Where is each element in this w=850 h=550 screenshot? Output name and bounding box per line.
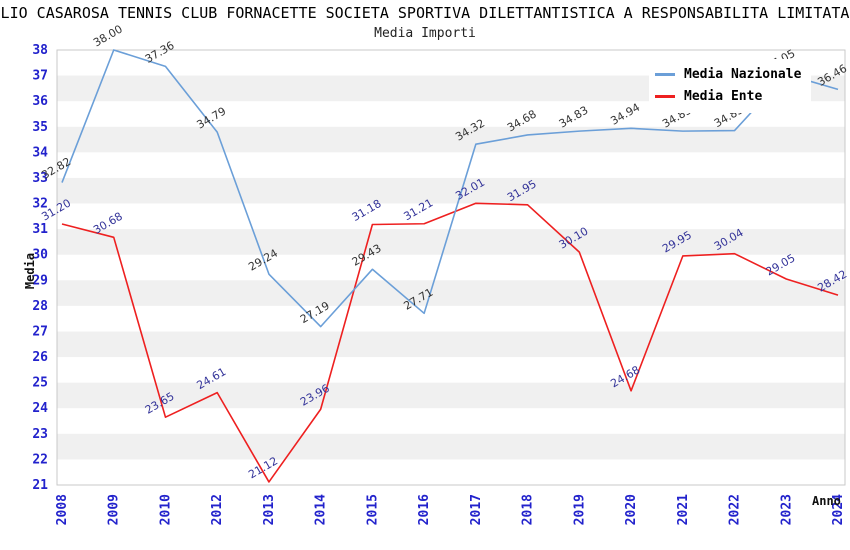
grid-band: [57, 433, 845, 460]
y-tick-label: 38: [32, 43, 48, 58]
chart-title: LIO CASAROSA TENNIS CLUB FORNACETTE SOCI…: [0, 4, 850, 22]
y-tick-label: 25: [32, 376, 48, 391]
y-tick-label: 22: [32, 452, 48, 467]
data-label: 38.00: [91, 22, 125, 49]
x-tick-label: 2020: [624, 494, 639, 525]
y-tick-label: 37: [32, 69, 48, 84]
y-tick-label: 28: [32, 299, 48, 314]
x-tick-label: 2022: [728, 494, 743, 525]
grid-band: [57, 177, 845, 204]
x-tick-label: 2012: [210, 494, 225, 525]
grid-band: [57, 331, 845, 358]
y-tick-label: 21: [32, 478, 48, 493]
y-tick-label: 29: [32, 273, 48, 288]
y-tick-label: 30: [32, 248, 48, 263]
grid-band: [57, 382, 845, 409]
legend-item-nazionale: Media Nazionale: [655, 63, 805, 85]
x-tick-label: 2019: [572, 494, 587, 525]
x-axis-title: Anno: [812, 494, 841, 508]
grid-band: [57, 280, 845, 306]
y-tick-label: 23: [32, 427, 48, 442]
y-tick-label: 24: [32, 401, 48, 416]
x-tick-label: 2015: [365, 494, 380, 525]
series-line-media-ente: [61, 202, 839, 483]
legend-item-ente: Media Ente: [655, 85, 805, 107]
ente-line-swatch-icon: [655, 94, 675, 98]
y-tick-label: 33: [32, 171, 48, 186]
data-label: 34.83: [557, 104, 591, 131]
grid-band: [57, 229, 845, 255]
legend-label: Media Ente: [684, 88, 763, 104]
nazionale-line-swatch-icon: [655, 72, 675, 76]
x-tick-label: 2016: [417, 494, 432, 525]
y-axis-title: Media: [23, 252, 37, 290]
data-label: 37.36: [143, 39, 177, 66]
data-label: 34.94: [608, 101, 642, 128]
x-tick-label: 2009: [107, 494, 122, 525]
x-tick-label: 2008: [55, 494, 70, 525]
y-tick-label: 27: [32, 324, 48, 339]
plot-border: [56, 49, 846, 486]
x-tick-label: 2014: [314, 494, 329, 525]
y-tick-label: 32: [32, 197, 48, 212]
y-tick-label: 31: [32, 222, 48, 237]
x-tick-label: 2023: [779, 494, 794, 525]
y-tick-label: 35: [32, 120, 48, 135]
y-tick-label: 34: [32, 145, 48, 160]
y-tick-label: 36: [32, 94, 48, 109]
data-label: 29.05: [764, 251, 798, 278]
chart-subtitle: Media Importi: [374, 26, 476, 41]
legend: Media Nazionale Media Ente: [649, 59, 811, 113]
x-tick-label: 2010: [158, 494, 173, 525]
x-tick-label: 2013: [262, 494, 277, 525]
x-tick-label: 2024: [831, 494, 846, 525]
y-tick-label: 26: [32, 350, 48, 365]
x-tick-label: 2018: [521, 494, 536, 525]
x-tick-label: 2017: [469, 494, 484, 525]
legend-label: Media Nazionale: [684, 66, 802, 82]
x-tick-label: 2021: [676, 494, 691, 525]
series-line-media-nazionale: [61, 49, 839, 328]
